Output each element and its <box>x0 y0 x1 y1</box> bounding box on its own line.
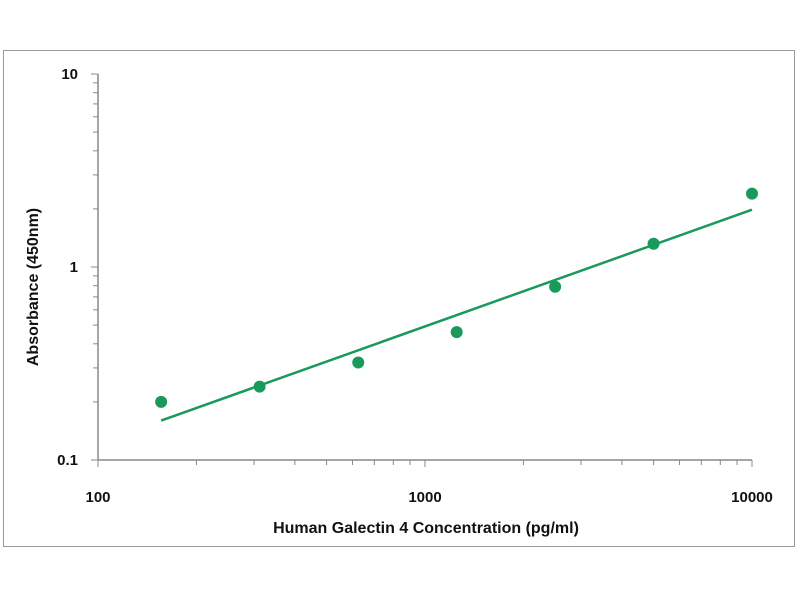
series-layer <box>155 187 758 422</box>
x-tick-label: 10000 <box>731 489 773 506</box>
x-tick-label: 1000 <box>408 489 441 506</box>
data-point <box>450 326 463 339</box>
data-point <box>647 237 660 250</box>
fit-line <box>160 208 753 422</box>
data-point <box>253 380 266 393</box>
y-tick-labels: 0.1 1 10 <box>57 66 78 469</box>
y-minor-ticks <box>91 73 98 461</box>
data-point <box>352 356 365 369</box>
data-point <box>549 280 562 293</box>
y-tick-label: 10 <box>61 66 78 83</box>
x-tick-labels: 100 1000 10000 <box>85 489 772 506</box>
y-tick-label: 0.1 <box>57 452 78 469</box>
data-point <box>746 187 758 200</box>
y-tick-label: 1 <box>70 259 78 276</box>
x-minor-ticks <box>97 460 753 467</box>
chart-frame <box>3 50 795 547</box>
data-point <box>155 395 168 408</box>
plot-area: 0.1 1 10 100 1000 10000 <box>57 66 773 506</box>
x-tick-label: 100 <box>85 489 110 506</box>
x-axis-title: Human Galectin 4 Concentration (pg/ml) <box>273 520 579 537</box>
y-axis-title: Absorbance (450nm) <box>25 208 42 366</box>
